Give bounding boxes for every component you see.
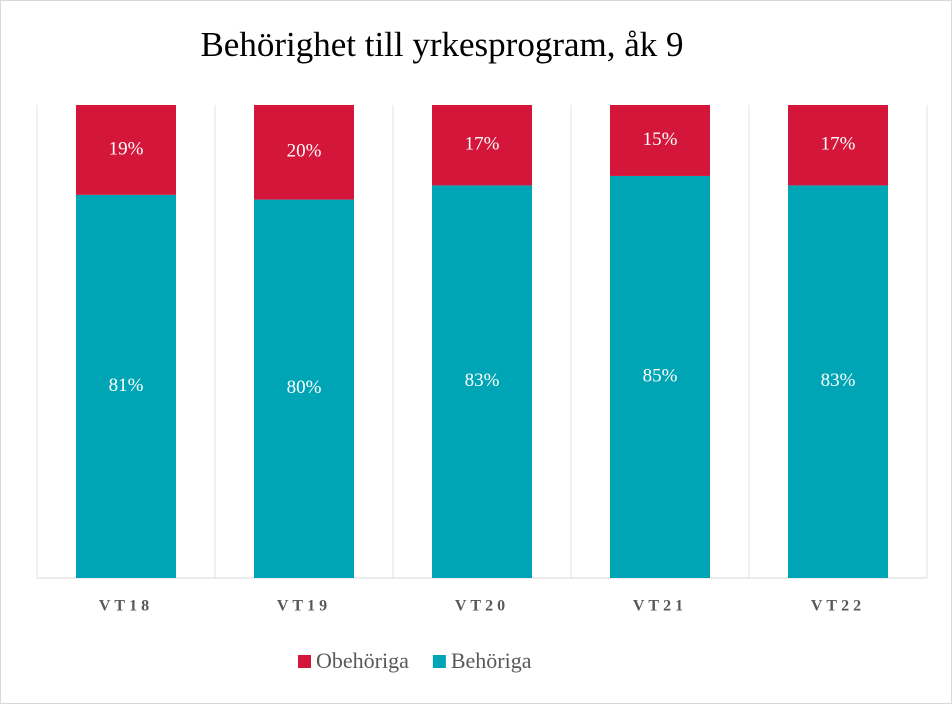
x-tick-label: VT18 — [99, 598, 153, 615]
bar-segment — [254, 105, 354, 200]
bar-segment — [76, 105, 176, 195]
data-label: 83% — [465, 370, 500, 391]
x-tick-label: VT19 — [277, 598, 331, 615]
legend-swatch — [432, 655, 446, 668]
data-label: 81% — [109, 375, 144, 396]
data-label: 15% — [643, 129, 678, 150]
bar-segment — [432, 105, 532, 186]
data-label: 20% — [287, 141, 322, 162]
legend-label: Obehöriga — [316, 648, 409, 673]
x-tick-label: VT20 — [455, 598, 509, 615]
bar-segment — [788, 105, 888, 186]
legend-swatch — [298, 655, 311, 668]
bar-segment — [254, 199, 354, 578]
data-label: 17% — [821, 134, 856, 155]
bar-segment — [788, 185, 888, 578]
bar-segment — [76, 194, 176, 578]
data-label: 19% — [109, 138, 144, 159]
legend-label: Behöriga — [451, 648, 532, 673]
bar-segment — [610, 175, 710, 578]
data-label: 17% — [465, 134, 500, 155]
bar-segment — [610, 105, 710, 176]
data-label: 85% — [643, 365, 678, 386]
data-label: 80% — [287, 377, 322, 398]
x-tick-label: VT22 — [811, 598, 865, 615]
data-label: 83% — [821, 370, 856, 391]
bar-segment — [432, 185, 532, 578]
chart-title: Behörighet till yrkesprogram, åk 9 — [200, 25, 683, 64]
x-tick-label: VT21 — [633, 598, 687, 615]
